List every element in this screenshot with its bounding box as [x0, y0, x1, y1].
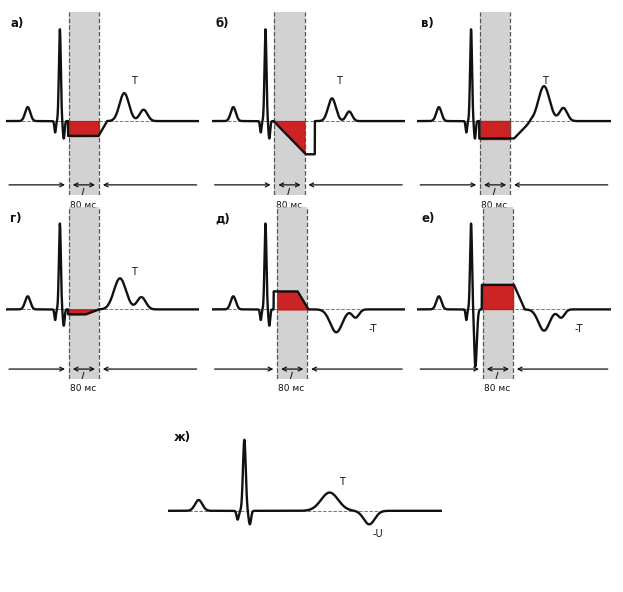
Bar: [275, 12, 305, 195]
Text: -U: -U: [373, 529, 383, 539]
Text: -T: -T: [368, 324, 377, 334]
Bar: [277, 207, 307, 379]
Text: д): д): [216, 213, 231, 226]
Text: 80 мс: 80 мс: [70, 201, 96, 211]
Text: T: T: [339, 477, 345, 487]
Text: 80 мс: 80 мс: [484, 384, 510, 393]
Text: T: T: [336, 76, 342, 86]
Text: T: T: [131, 76, 136, 86]
Text: е): е): [421, 213, 435, 226]
Text: а): а): [10, 17, 24, 30]
Bar: [69, 12, 99, 195]
Text: -T: -T: [574, 324, 583, 334]
Text: в): в): [421, 17, 434, 30]
Text: 80 мс: 80 мс: [481, 201, 507, 211]
Text: б): б): [216, 17, 229, 30]
Text: ж): ж): [174, 430, 191, 443]
Text: T: T: [131, 267, 136, 277]
Text: 80 мс: 80 мс: [70, 384, 96, 393]
Text: г): г): [10, 213, 22, 226]
Text: T: T: [542, 76, 548, 86]
Bar: [480, 12, 510, 195]
Bar: [69, 207, 99, 379]
Text: 80 мс: 80 мс: [278, 384, 305, 393]
Bar: [483, 207, 513, 379]
Text: 80 мс: 80 мс: [275, 201, 302, 211]
